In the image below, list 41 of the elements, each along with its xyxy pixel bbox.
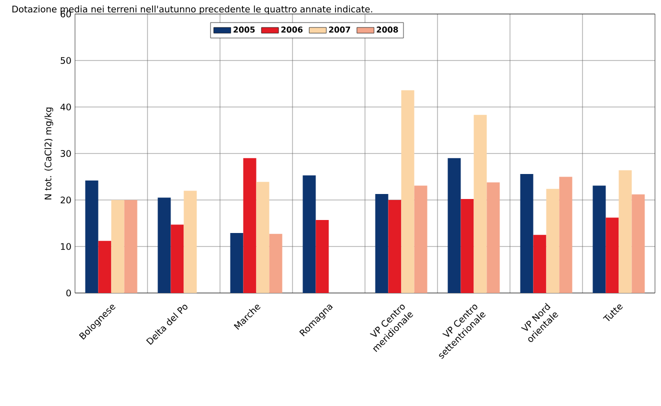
y-tick-label: 30 [60, 150, 71, 157]
bar [388, 200, 402, 293]
legend-label: 2007 [329, 26, 350, 33]
bar [592, 186, 606, 293]
bar [243, 158, 256, 293]
bar [158, 198, 171, 293]
y-tick-label: 0 [66, 290, 71, 296]
bar [606, 218, 619, 293]
bar [559, 176, 572, 293]
legend-label: 2005 [234, 26, 255, 33]
bar [256, 182, 270, 293]
bar [448, 158, 461, 293]
y-axis-title: N tot. (CaCl2) mg/kg [44, 108, 54, 200]
y-tick-label: 10 [61, 243, 71, 250]
bar [618, 170, 632, 293]
bar [414, 186, 428, 293]
bar [124, 200, 138, 293]
bar [302, 175, 316, 293]
bar [269, 234, 282, 293]
y-tick-label: 50 [60, 57, 71, 64]
bar [546, 188, 560, 293]
bar [98, 240, 112, 293]
bar [520, 174, 534, 293]
legend-label: 2006 [281, 26, 303, 33]
y-tick-label: 60 [60, 10, 71, 18]
bar [474, 114, 487, 293]
bar [230, 233, 244, 293]
bar [316, 220, 329, 293]
bar [184, 190, 197, 293]
legend-label: 2008 [376, 26, 398, 33]
bar [533, 234, 546, 293]
y-tick-label: 20 [60, 196, 71, 204]
bar [85, 180, 98, 293]
bar [632, 194, 645, 293]
y-tick-label: 40 [60, 104, 71, 110]
bar [486, 182, 500, 293]
bar [111, 200, 124, 293]
bar [401, 90, 414, 293]
bar [170, 224, 184, 293]
bar [375, 194, 388, 293]
bar [460, 199, 474, 293]
